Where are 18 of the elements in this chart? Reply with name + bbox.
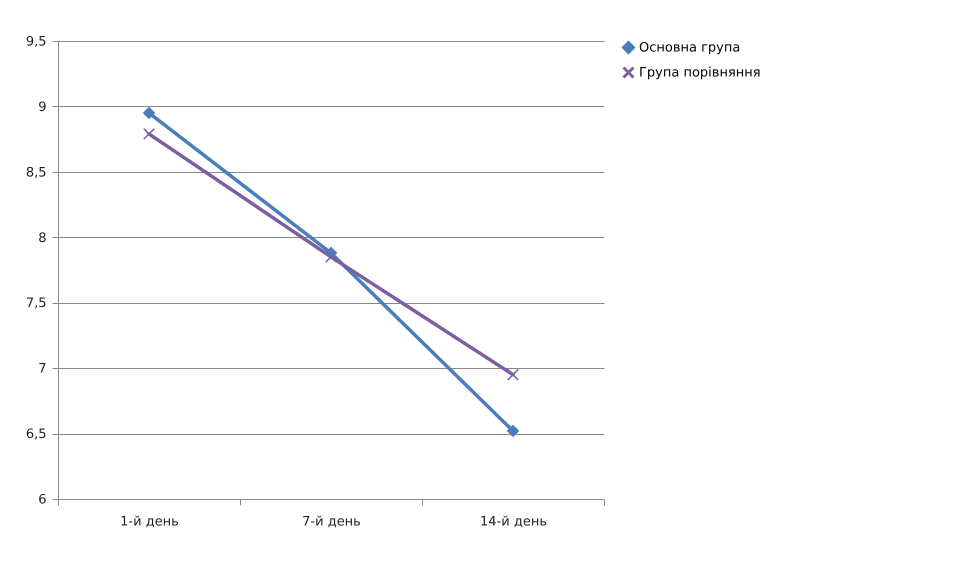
y-tick-label: 8 — [38, 230, 46, 246]
point — [143, 106, 155, 119]
y-tick-label: 6 — [38, 492, 46, 508]
y-tick-label: 9 — [38, 100, 46, 115]
legend-label: Основна група — [639, 40, 740, 56]
y-tick-label: 8,5 — [26, 165, 46, 180]
point — [325, 250, 337, 263]
y-tick-label: 7 — [38, 362, 46, 377]
point — [143, 128, 155, 140]
point — [507, 424, 519, 437]
x-tick-label: 1-й день — [120, 514, 179, 530]
y-tick-label: 9,5 — [26, 34, 46, 50]
legend-label: Група порівняння — [639, 66, 761, 80]
x-tick-label: 14-й день — [480, 514, 547, 530]
point — [507, 368, 519, 381]
x-tick-label: 7-й день — [302, 514, 361, 530]
y-tick-label: 7,5 — [26, 296, 46, 312]
y-tick-label: 6,5 — [26, 427, 46, 442]
